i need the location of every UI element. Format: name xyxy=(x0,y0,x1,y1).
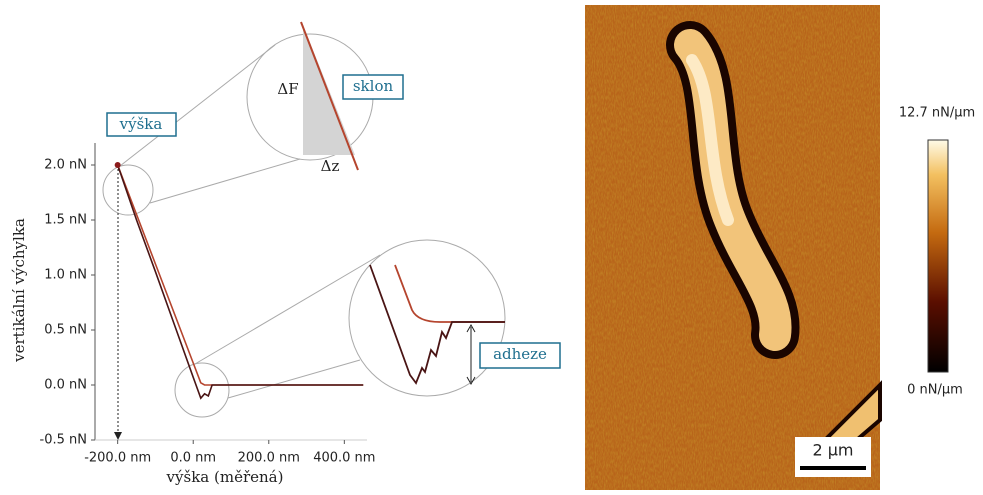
delta-z: Δz xyxy=(321,157,340,175)
x-tick-label: 400.0 nm xyxy=(313,451,375,466)
slope-label: sklon xyxy=(353,77,394,95)
figure: vertikální výchylka výška (měřená) ΔF Δz… xyxy=(0,0,983,491)
x-axis-label: výška (měřená) xyxy=(166,468,284,486)
y-tick-label: 1.5 nN xyxy=(44,213,87,228)
x-tick-label: -200.0 nm xyxy=(84,451,151,466)
y-axis-label: vertikální výchylka xyxy=(10,218,28,363)
y-tick-label: 1.0 nN xyxy=(44,268,87,283)
colorbar-max: 12.7 nN/µm xyxy=(899,106,975,121)
y-tick-label: 0.0 nN xyxy=(44,378,87,393)
start-point xyxy=(115,162,121,168)
adhesion-label: adheze xyxy=(493,345,547,363)
y-tick-label: 0.5 nN xyxy=(44,323,87,338)
x-tick-label: 0.0 nm xyxy=(170,451,216,466)
scale-bar-label: 2 µm xyxy=(812,441,853,460)
scale-bar xyxy=(800,466,866,470)
colorbar xyxy=(928,140,948,372)
colorbar-min: 0 nN/µm xyxy=(907,383,963,398)
height-label: výška xyxy=(119,115,163,133)
series-line xyxy=(118,165,364,385)
height-arrow-head xyxy=(114,432,122,440)
y-tick-label: -0.5 nN xyxy=(40,433,87,448)
delta-f: ΔF xyxy=(277,80,298,98)
series-line xyxy=(118,165,364,398)
x-tick-label: 200.0 nm xyxy=(238,451,300,466)
y-tick-label: 2.0 nN xyxy=(44,158,87,173)
